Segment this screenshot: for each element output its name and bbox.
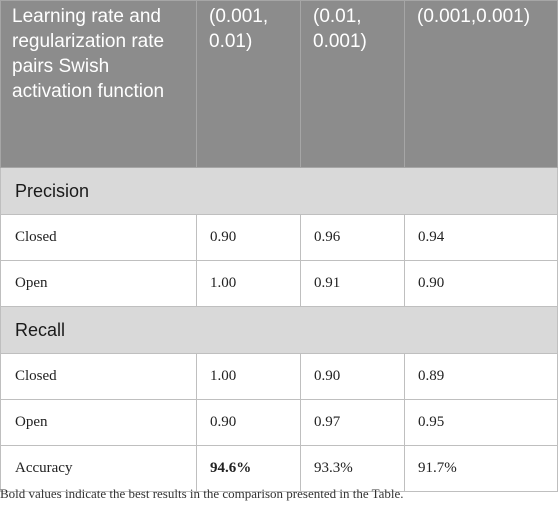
table-cell: 0.91 <box>300 260 405 307</box>
table-cell: 1.00 <box>196 353 301 400</box>
row-label: Open <box>0 260 197 307</box>
table-cell: 91.7% <box>404 445 558 492</box>
section-title-precision: Precision <box>0 167 558 215</box>
table-cell: 1.00 <box>196 260 301 307</box>
table-row: Closed 1.00 0.90 0.89 <box>0 353 558 400</box>
table-header-row: Learning rate and regularization rate pa… <box>0 0 558 168</box>
table-cell: 0.96 <box>300 214 405 261</box>
section-title-recall: Recall <box>0 306 558 354</box>
table-row: Open 1.00 0.91 0.90 <box>0 260 558 307</box>
accuracy-row: Accuracy 94.6% 93.3% 91.7% <box>0 445 558 492</box>
table-cell: 93.3% <box>300 445 405 492</box>
table-row: Closed 0.90 0.96 0.94 <box>0 214 558 261</box>
table-cell: 0.90 <box>300 353 405 400</box>
table-cell: 0.90 <box>196 214 301 261</box>
table-cell: 0.89 <box>404 353 558 400</box>
table-cell: 0.94 <box>404 214 558 261</box>
section-row-recall: Recall <box>0 306 558 354</box>
table-row: Open 0.90 0.97 0.95 <box>0 399 558 446</box>
results-table: Learning rate and regularization rate pa… <box>0 0 558 492</box>
header-pair-1: (0.001, 0.01) <box>196 0 301 168</box>
row-label: Open <box>0 399 197 446</box>
table-cell: 0.90 <box>404 260 558 307</box>
row-label: Closed <box>0 353 197 400</box>
table-cell: 0.90 <box>196 399 301 446</box>
table-cell: 0.95 <box>404 399 558 446</box>
section-row-precision: Precision <box>0 167 558 215</box>
header-pair-2: (0.01, 0.001) <box>300 0 405 168</box>
header-parameter-pairs: Learning rate and regularization rate pa… <box>0 0 197 168</box>
table-cell: 0.97 <box>300 399 405 446</box>
table-cell-best: 94.6% <box>196 445 301 492</box>
row-label: Closed <box>0 214 197 261</box>
table-footnote: Bold values indicate the best results in… <box>0 486 404 501</box>
row-label: Accuracy <box>0 445 197 492</box>
header-pair-3: (0.001,0.001) <box>404 0 558 168</box>
